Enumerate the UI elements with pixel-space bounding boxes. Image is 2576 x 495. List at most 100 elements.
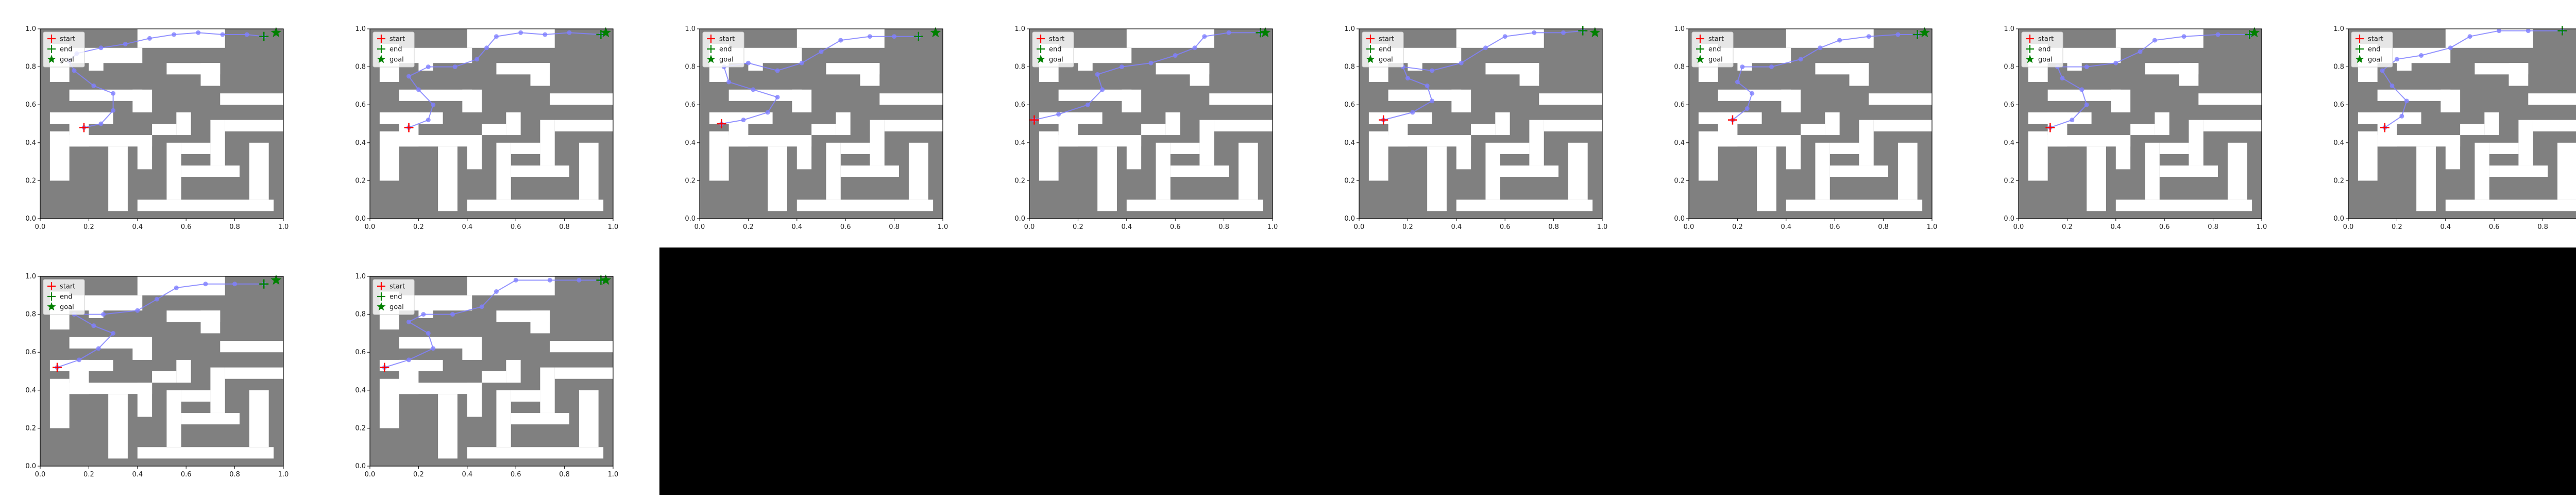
legend-start-label: start (2368, 36, 2383, 43)
maze-corridor (132, 89, 152, 112)
x-tick-label: 0.0 (1354, 223, 1365, 231)
trajectory-point (751, 87, 756, 92)
x-tick-label: 0.0 (365, 223, 376, 231)
maze-corridor (2397, 52, 2412, 71)
trajectory-point (2181, 34, 2187, 39)
maze-corridor (2533, 120, 2576, 131)
maze-corridor (1519, 63, 1539, 86)
y-tick-label: 0.2 (25, 424, 36, 432)
start-marker (2380, 123, 2389, 133)
trajectory-point (2497, 29, 2502, 34)
legend-goal-icon (377, 55, 386, 63)
legend-end-icon (1696, 45, 1704, 53)
trajectory-point (2448, 45, 2453, 51)
maze-corridor (379, 378, 399, 428)
x-tick-label: 0.6 (840, 223, 851, 231)
x-tick-label: 0.6 (511, 223, 521, 231)
maze-corridor (467, 447, 604, 459)
maze-corridor (438, 394, 457, 459)
legend: start end goal (702, 31, 744, 68)
x-tick-label: 0.6 (1500, 223, 1511, 231)
maze-corridor (1829, 165, 1889, 177)
trajectory-point (543, 32, 548, 37)
start-marker (79, 123, 89, 133)
legend-start-label: start (1708, 36, 1724, 43)
legend-goal-label: goal (719, 56, 734, 64)
maze-corridor (2189, 120, 2204, 166)
trajectory-point (196, 30, 201, 35)
trajectory-line (1732, 34, 1918, 121)
y-tick-label: 0.6 (1014, 101, 1025, 109)
x-tick-label: 0.6 (181, 471, 192, 478)
legend-goal-icon (1696, 55, 1705, 63)
legend-goal-icon (47, 302, 56, 311)
trajectory-point (745, 60, 751, 65)
legend-start-icon (707, 35, 715, 43)
maze-corridor (1500, 165, 1559, 177)
trajectory-point (513, 277, 518, 283)
maze-corridor (796, 200, 934, 211)
maze-corridor (2115, 135, 2131, 170)
trajectory-point (567, 30, 572, 35)
maze-corridors (709, 29, 943, 211)
maze-corridor (2111, 89, 2131, 112)
maze-corridor (1815, 142, 1830, 200)
y-tick-label: 0.8 (1674, 63, 1685, 71)
maze-corridor (1456, 29, 1544, 48)
legend-goal-label: goal (2038, 56, 2053, 64)
maze-corridor (2198, 93, 2262, 105)
trajectory-point (1459, 60, 1464, 65)
x-tick-label: 0.2 (83, 471, 94, 478)
x-tick-label: 0.4 (2110, 223, 2121, 231)
trajectory-point (2084, 102, 2089, 107)
trajectory-point (2070, 118, 2075, 123)
y-tick-label: 1.0 (355, 273, 366, 280)
maze-corridor (1368, 131, 1388, 181)
y-tick-label: 0.0 (1344, 215, 1355, 223)
trajectory-point (2215, 32, 2221, 37)
trajectory-point (147, 36, 152, 41)
y-tick-label: 0.6 (1344, 101, 1355, 109)
y-tick-label: 0.8 (2004, 63, 2014, 71)
start-marker (1379, 115, 1388, 125)
maze-corridor (1869, 93, 1932, 105)
trajectory-point (123, 41, 128, 46)
x-tick-label: 0.8 (559, 223, 570, 231)
trajectory-point (726, 79, 732, 85)
x-tick-label: 1.0 (608, 223, 619, 231)
maze-corridor (399, 337, 472, 349)
legend-goal-label: goal (1708, 56, 1723, 64)
maze-corridor (176, 112, 191, 136)
maze-corridor (840, 142, 870, 154)
start-marker (380, 362, 389, 372)
trajectory-point (2404, 98, 2409, 104)
trajectory-point (892, 34, 897, 39)
y-tick-label: 0.4 (1674, 139, 1685, 147)
maze-corridor (1849, 63, 1869, 86)
legend-goal-label: goal (60, 56, 74, 64)
maze-corridor (2509, 63, 2529, 86)
trajectory-point (1430, 98, 1435, 104)
maze-corridor (137, 276, 225, 295)
y-tick-label: 0.8 (2333, 63, 2344, 71)
trajectory-point (98, 121, 104, 126)
maze-corridor (1190, 63, 1210, 86)
maze-panel-3: 0.00.0 0.2 0.2 0.4 0.4 0.6 0.6 0.8 0.8 1.0 1.0 star… (685, 25, 948, 231)
y-tick-label: 0.4 (25, 387, 36, 394)
maze-corridor (2203, 120, 2262, 131)
maze-corridor (379, 131, 399, 181)
trajectory-point (2526, 29, 2531, 34)
maze-corridor (792, 89, 812, 112)
legend-start-icon (47, 282, 56, 290)
maze-corridor (1801, 124, 1825, 136)
x-tick-label: 0.2 (1732, 223, 1743, 231)
x-tick-label: 1.0 (1927, 223, 1938, 231)
end-marker (259, 31, 269, 41)
maze-corridor (2377, 89, 2451, 101)
trajectory-point (431, 346, 436, 351)
x-tick-label: 0.0 (35, 471, 46, 478)
maze-corridor (728, 89, 802, 101)
maze-corridor (467, 29, 555, 48)
maze-panel-6: 0.00.0 0.2 0.2 0.4 0.4 0.6 0.6 0.8 0.8 1.0 1.0 star… (1674, 25, 1937, 231)
maze-corridor (2484, 112, 2499, 136)
